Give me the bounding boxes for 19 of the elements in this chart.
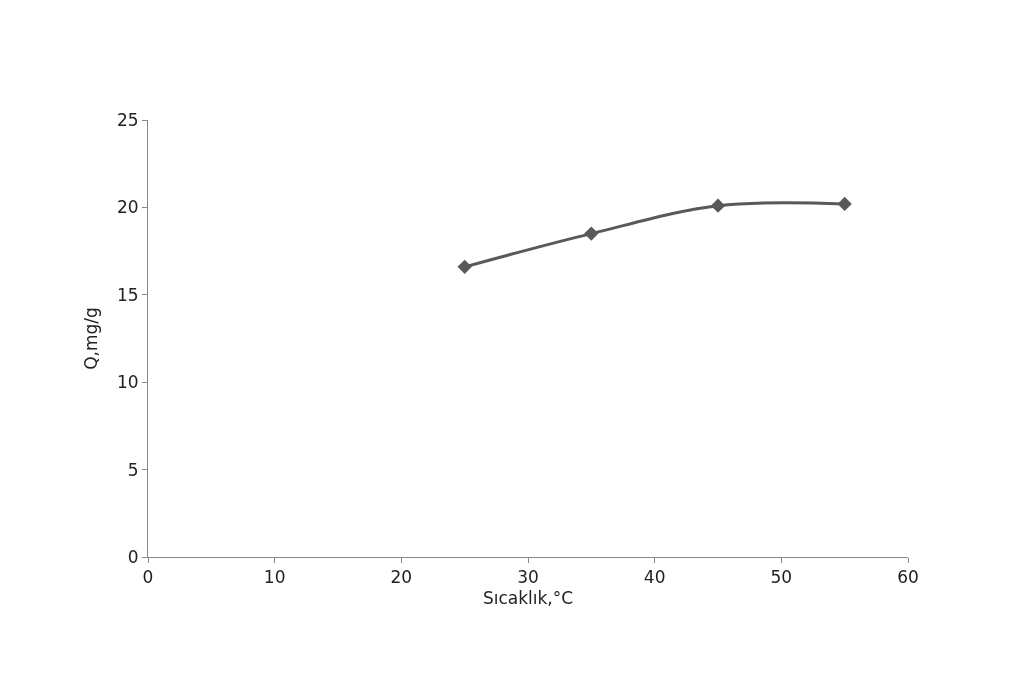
point <box>584 226 599 241</box>
y-tick-label: 20 <box>116 197 139 218</box>
point <box>457 259 472 274</box>
point <box>837 196 852 212</box>
y-tick-label: 5 <box>127 459 139 480</box>
y-tick-label: 25 <box>116 109 139 130</box>
x-tick-label: 30 <box>517 567 539 588</box>
point <box>710 198 726 213</box>
x-tick-label: 60 <box>897 567 919 588</box>
x-tick-label: 50 <box>770 567 793 588</box>
x-axis-title: Sıcaklık,°C <box>482 587 574 608</box>
x-tick-label: 10 <box>263 567 286 588</box>
y-tick-label: 0 <box>127 546 139 567</box>
x-tick-label: 40 <box>643 567 666 588</box>
x-tick-label: 20 <box>390 567 413 588</box>
y-tick-label: 15 <box>116 284 139 305</box>
y-tick-label: 10 <box>116 372 139 393</box>
x-tick-label: 0 <box>142 567 154 588</box>
y-axis-title: Q,mg/g <box>80 307 101 370</box>
